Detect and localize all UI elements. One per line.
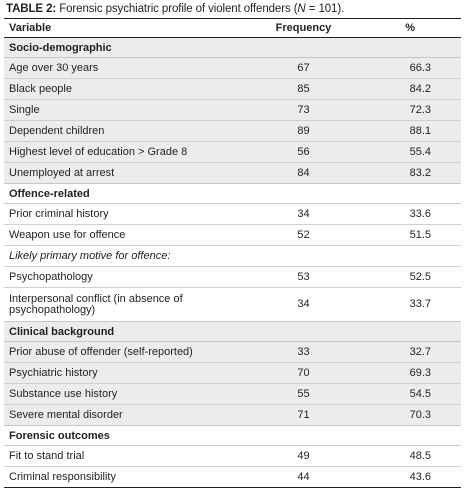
table-row: Black people 85 84.2 bbox=[4, 78, 461, 100]
caption-n-variable: N bbox=[297, 3, 306, 15]
row-label: Unemployed at arrest bbox=[4, 162, 247, 184]
row-percent: 54.5 bbox=[360, 383, 461, 405]
row-label: Criminal responsibility bbox=[4, 466, 247, 488]
row-label: Prior abuse of offender (self-reported) bbox=[4, 341, 247, 363]
row-label: Dependent children bbox=[4, 120, 247, 142]
row-label: Substance use history bbox=[4, 383, 247, 405]
row-frequency: 44 bbox=[247, 466, 360, 488]
row-frequency: 89 bbox=[247, 120, 360, 142]
row-frequency: 73 bbox=[247, 99, 360, 121]
row-frequency: 53 bbox=[247, 266, 360, 288]
header-frequency: Frequency bbox=[247, 18, 360, 38]
table-caption: TABLE 2: Forensic psychiatric profile of… bbox=[0, 0, 465, 18]
table-body: Socio-demographic Age over 30 years 67 66.3… bbox=[4, 37, 461, 488]
row-label: Black people bbox=[4, 78, 247, 100]
row-label: Interpersonal conflict (in absence of ps… bbox=[4, 287, 247, 322]
row-percent: 52.5 bbox=[360, 266, 461, 288]
table-row: Psychopathology 53 52.5 bbox=[4, 266, 461, 288]
caption-text-end: = 101). bbox=[305, 3, 345, 15]
table-row: Interpersonal conflict (in absence of ps… bbox=[4, 287, 461, 322]
row-percent: 55.4 bbox=[360, 141, 461, 163]
row-frequency: 34 bbox=[247, 203, 360, 225]
section-row: Clinical background bbox=[4, 321, 461, 342]
row-label: Fit to stand trial bbox=[4, 445, 247, 467]
table-row: Dependent children 89 88.1 bbox=[4, 120, 461, 142]
row-percent: 88.1 bbox=[360, 120, 461, 142]
section-label: Clinical background bbox=[4, 321, 461, 342]
section-row: Forensic outcomes bbox=[4, 425, 461, 446]
header-row: Variable Frequency % bbox=[4, 18, 461, 38]
row-percent: 32.7 bbox=[360, 341, 461, 363]
row-percent: 84.2 bbox=[360, 78, 461, 100]
row-frequency: 71 bbox=[247, 404, 360, 426]
row-frequency: 52 bbox=[247, 224, 360, 246]
row-label: Weapon use for offence bbox=[4, 224, 247, 246]
header-variable: Variable bbox=[4, 18, 247, 38]
row-label: Age over 30 years bbox=[4, 57, 247, 79]
row-frequency: 56 bbox=[247, 141, 360, 163]
section-label: Offence-related bbox=[4, 183, 461, 204]
section-label: Forensic outcomes bbox=[4, 425, 461, 446]
row-percent: 33.6 bbox=[360, 203, 461, 225]
table-row: Criminal responsibility 44 43.6 bbox=[4, 466, 461, 488]
row-percent: 43.6 bbox=[360, 466, 461, 488]
caption-text: Forensic psychiatric profile of violent … bbox=[56, 3, 298, 15]
row-percent: 51.5 bbox=[360, 224, 461, 246]
row-label: Highest level of education > Grade 8 bbox=[4, 141, 247, 163]
table-row: Severe mental disorder 71 70.3 bbox=[4, 404, 461, 426]
row-frequency: 34 bbox=[247, 287, 360, 322]
row-percent: 70.3 bbox=[360, 404, 461, 426]
table-row: Prior criminal history 34 33.6 bbox=[4, 203, 461, 225]
row-percent: 33.7 bbox=[360, 287, 461, 322]
row-percent: 83.2 bbox=[360, 162, 461, 184]
subheading-row: Likely primary motive for offence: bbox=[4, 245, 461, 267]
subheading-label: Likely primary motive for offence: bbox=[4, 245, 461, 267]
table-row: Substance use history 55 54.5 bbox=[4, 383, 461, 405]
profile-table: Variable Frequency % Socio-demographic Ag… bbox=[4, 18, 461, 488]
table-row: Age over 30 years 67 66.3 bbox=[4, 57, 461, 79]
table-row: Weapon use for offence 52 51.5 bbox=[4, 224, 461, 246]
section-row: Socio-demographic bbox=[4, 37, 461, 58]
row-frequency: 55 bbox=[247, 383, 360, 405]
row-label: Severe mental disorder bbox=[4, 404, 247, 426]
row-label: Psychopathology bbox=[4, 266, 247, 288]
row-frequency: 84 bbox=[247, 162, 360, 184]
table-row: Fit to stand trial 49 48.5 bbox=[4, 445, 461, 467]
row-percent: 72.3 bbox=[360, 99, 461, 121]
row-frequency: 49 bbox=[247, 445, 360, 467]
row-frequency: 70 bbox=[247, 362, 360, 384]
row-percent: 48.5 bbox=[360, 445, 461, 467]
row-frequency: 85 bbox=[247, 78, 360, 100]
table-row: Psychiatric history 70 69.3 bbox=[4, 362, 461, 384]
row-percent: 66.3 bbox=[360, 57, 461, 79]
row-label: Prior criminal history bbox=[4, 203, 247, 225]
header-percent: % bbox=[360, 18, 461, 38]
table-row: Highest level of education > Grade 8 56 55… bbox=[4, 141, 461, 163]
table-row: Single 73 72.3 bbox=[4, 99, 461, 121]
section-row: Offence-related bbox=[4, 183, 461, 204]
caption-label: TABLE 2: bbox=[6, 3, 57, 15]
row-frequency: 67 bbox=[247, 57, 360, 79]
table-row: Prior abuse of offender (self-reported) 3… bbox=[4, 341, 461, 363]
row-label: Single bbox=[4, 99, 247, 121]
row-frequency: 33 bbox=[247, 341, 360, 363]
section-label: Socio-demographic bbox=[4, 37, 461, 58]
row-percent: 69.3 bbox=[360, 362, 461, 384]
row-label: Psychiatric history bbox=[4, 362, 247, 384]
table-row: Unemployed at arrest 84 83.2 bbox=[4, 162, 461, 184]
